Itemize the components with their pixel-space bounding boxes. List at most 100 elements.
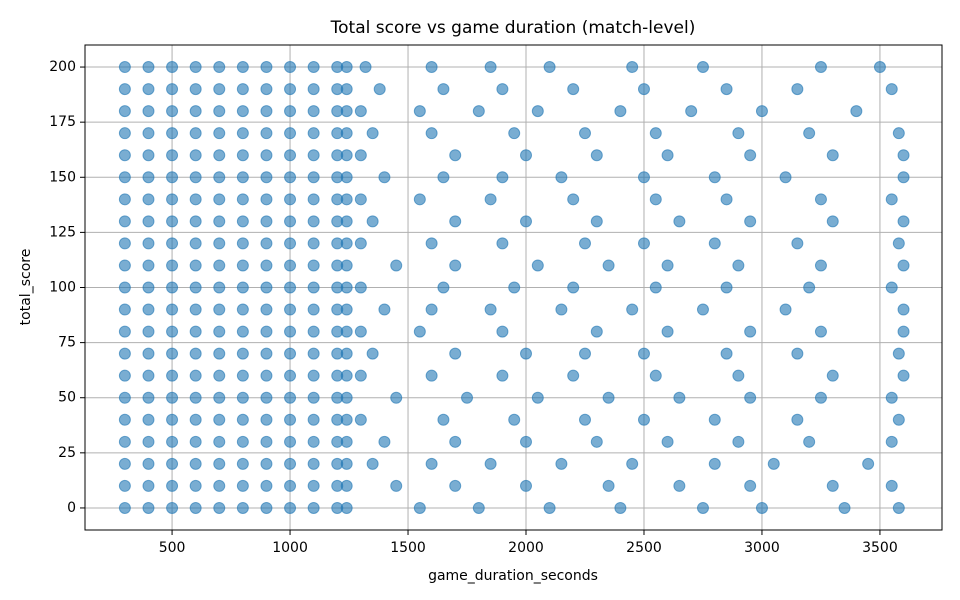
point [708, 413, 721, 426]
point [189, 149, 202, 162]
point [189, 391, 202, 404]
point [166, 457, 179, 470]
point [340, 237, 353, 250]
point [732, 435, 745, 448]
point [685, 105, 698, 118]
point [885, 391, 898, 404]
point [118, 435, 131, 448]
point [166, 303, 179, 316]
y-tick-label: 50 [58, 390, 76, 406]
point [142, 457, 155, 470]
point [696, 61, 709, 74]
point [366, 347, 379, 360]
y-tick-label: 175 [49, 114, 76, 130]
point [236, 347, 249, 360]
point [236, 171, 249, 184]
point [614, 501, 627, 514]
point [637, 83, 650, 96]
point [213, 105, 226, 118]
point [236, 457, 249, 470]
point [366, 457, 379, 470]
point [826, 369, 839, 382]
point [649, 193, 662, 206]
point [567, 193, 580, 206]
point [838, 501, 851, 514]
point [814, 391, 827, 404]
point [260, 457, 273, 470]
point [425, 127, 438, 140]
point [284, 61, 297, 74]
point [461, 391, 474, 404]
chart-title: Total score vs game duration (match-leve… [330, 18, 696, 38]
point [366, 127, 379, 140]
point [142, 501, 155, 514]
point [791, 237, 804, 250]
y-tick-label: 0 [67, 500, 76, 516]
point [578, 237, 591, 250]
point [260, 325, 273, 338]
point [378, 171, 391, 184]
point [118, 347, 131, 360]
point [236, 83, 249, 96]
y-tick-label: 100 [49, 280, 76, 296]
point [791, 413, 804, 426]
point [708, 457, 721, 470]
point [626, 457, 639, 470]
point [390, 259, 403, 272]
point [449, 149, 462, 162]
point [340, 391, 353, 404]
point [118, 127, 131, 140]
point [850, 105, 863, 118]
point [673, 215, 686, 228]
point [142, 413, 155, 426]
y-axis-label: total_score [18, 249, 34, 326]
point [213, 325, 226, 338]
point [520, 149, 533, 162]
point [555, 303, 568, 316]
point [213, 61, 226, 74]
point [166, 83, 179, 96]
point [340, 479, 353, 492]
point [307, 457, 320, 470]
point [307, 105, 320, 118]
point [213, 215, 226, 228]
point [814, 193, 827, 206]
point [118, 215, 131, 228]
point [892, 347, 905, 360]
point [142, 281, 155, 294]
point [236, 127, 249, 140]
point [236, 61, 249, 74]
x-tick-label: 500 [159, 540, 186, 556]
point [307, 501, 320, 514]
point [118, 237, 131, 250]
x-axis-label: game_duration_seconds [428, 568, 598, 584]
point [236, 237, 249, 250]
point [142, 479, 155, 492]
point [885, 479, 898, 492]
y-tick-label: 150 [49, 169, 76, 185]
point [189, 215, 202, 228]
point [732, 127, 745, 140]
point [307, 369, 320, 382]
point [284, 435, 297, 448]
point [472, 501, 485, 514]
point [260, 303, 273, 316]
point [340, 259, 353, 272]
point [354, 237, 367, 250]
point [340, 435, 353, 448]
point [284, 369, 297, 382]
point [118, 193, 131, 206]
point [340, 369, 353, 382]
point [284, 303, 297, 316]
point [413, 193, 426, 206]
point [531, 105, 544, 118]
point [767, 457, 780, 470]
point [590, 149, 603, 162]
point [284, 83, 297, 96]
point [260, 171, 273, 184]
point [354, 369, 367, 382]
point [142, 435, 155, 448]
y-tick-label: 75 [58, 335, 76, 351]
point [284, 105, 297, 118]
point [708, 237, 721, 250]
